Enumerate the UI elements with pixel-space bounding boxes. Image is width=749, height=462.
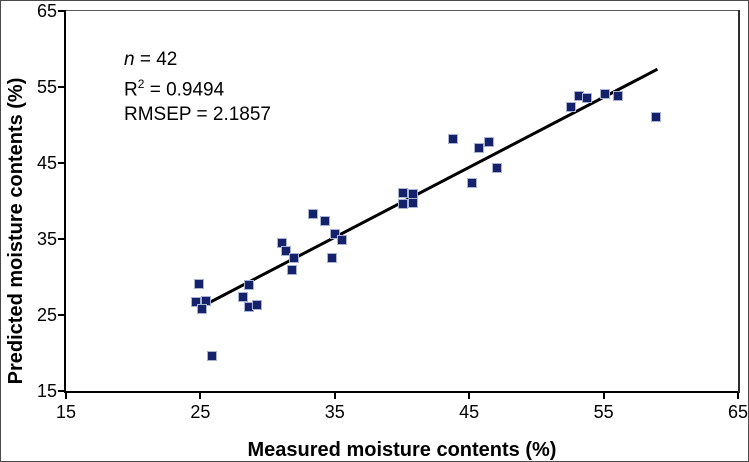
r2-stat-line: R2 = 0.9494 [124, 72, 271, 102]
data-point-marker [473, 142, 484, 153]
y-tick-label: 15 [36, 381, 57, 401]
y-axis-tick [58, 10, 64, 12]
stats-annotation: n = 42 R2 = 0.9494 RMSEP = 2.1857 [124, 47, 271, 127]
y-axis-tick [58, 162, 64, 164]
x-axis-tick [199, 393, 202, 399]
data-point-marker [466, 177, 477, 188]
data-point-marker [327, 253, 338, 263]
x-axis-title: Measured moisture contents (%) [247, 439, 557, 461]
x-tick-label: 45 [459, 402, 480, 422]
data-point-marker [407, 198, 418, 209]
data-point-marker [207, 351, 218, 362]
n-stat-line: n = 42 [124, 47, 271, 72]
data-point-marker [492, 163, 503, 174]
data-point-marker [336, 234, 347, 245]
x-axis-tick [737, 393, 739, 399]
y-axis-line [64, 10, 66, 393]
y-axis-tick [58, 314, 64, 316]
data-point-marker [281, 246, 292, 257]
data-point-marker [243, 280, 254, 291]
y-tick-label: 35 [36, 229, 57, 249]
x-axis-tick [65, 393, 67, 399]
data-point-marker [320, 215, 331, 226]
y-tick-label: 25 [36, 305, 57, 325]
y-axis-title: Predicted moisture contents (%) [5, 77, 27, 385]
r2-superscript: 2 [137, 77, 145, 91]
data-point-marker [196, 303, 207, 314]
x-tick-label: 55 [593, 402, 614, 422]
x-axis-line [64, 391, 740, 393]
x-tick-label: 15 [55, 402, 77, 422]
data-point-marker [448, 133, 459, 144]
data-point-marker [613, 91, 624, 102]
data-point-marker [308, 208, 319, 219]
data-point-marker [289, 253, 300, 263]
x-axis-tick [333, 393, 336, 399]
data-point-marker [484, 136, 495, 147]
plot-border-right [738, 10, 740, 393]
y-tick-label: 55 [36, 77, 57, 97]
y-axis-tick [58, 238, 64, 240]
x-tick-label: 65 [727, 402, 749, 422]
plot-border-top [66, 10, 740, 11]
rmsep-stat-line: RMSEP = 2.1857 [124, 104, 271, 126]
x-axis-tick [602, 393, 605, 399]
r2-label: R [124, 79, 138, 101]
y-axis-tick [58, 390, 64, 392]
x-tick-label: 25 [190, 402, 211, 422]
n-label: n [124, 49, 135, 70]
data-point-marker [582, 92, 593, 103]
data-point-marker [651, 111, 662, 122]
x-tick-label: 35 [324, 402, 345, 422]
data-point-marker [329, 228, 340, 239]
data-point-marker [599, 88, 610, 99]
data-point-marker [286, 265, 297, 276]
data-point-marker [194, 278, 205, 289]
n-value: = 42 [134, 49, 178, 70]
data-point-marker [238, 291, 249, 302]
data-point-marker [251, 300, 262, 311]
r2-value: = 0.9494 [144, 79, 225, 101]
y-tick-label: 45 [36, 153, 57, 173]
y-tick-label: 65 [36, 1, 57, 21]
data-point-marker [566, 101, 577, 112]
x-axis-tick [468, 393, 471, 399]
y-axis-tick [58, 86, 64, 88]
